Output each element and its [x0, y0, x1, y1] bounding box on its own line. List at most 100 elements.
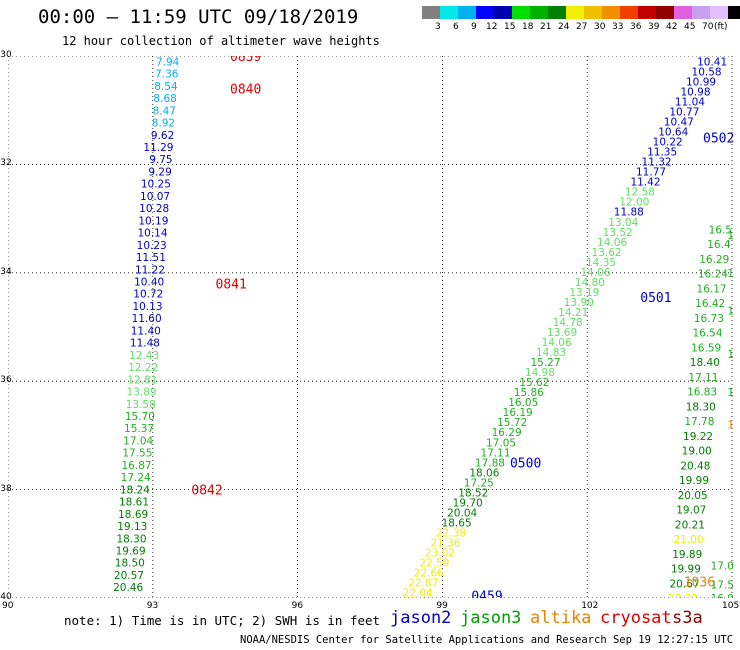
colorbar-label: 36	[630, 22, 642, 32]
track-value: 14.06	[542, 337, 572, 349]
track-value: 16.59	[691, 342, 721, 354]
track-value: 20.57	[114, 570, 144, 582]
track-value: 16.4	[707, 239, 731, 251]
colorbar-swatch	[494, 6, 512, 19]
colorbar-label: 9	[471, 22, 477, 32]
colorbar-label: 33	[612, 22, 624, 32]
lon-tick-label: 105	[722, 601, 740, 611]
edge-value: 1	[727, 268, 734, 280]
lat-tick-label: -36	[0, 375, 12, 386]
track-value: 20.46	[113, 582, 143, 594]
track-value: 15.72	[497, 417, 527, 429]
track-value: 22.32	[668, 593, 698, 598]
track-value: 17.88	[475, 457, 505, 469]
track-value: 17.24	[121, 472, 151, 484]
track-value: 19.70	[453, 497, 483, 509]
track-value: 11.48	[130, 338, 160, 350]
track-value: 10.07	[140, 191, 170, 203]
track-value: 10.25	[141, 179, 171, 191]
satellite-legend-s3a: s3a	[672, 608, 703, 628]
track-value: 18.30	[686, 401, 716, 413]
lon-tick-label: 93	[146, 601, 159, 611]
colorbar-swatch	[440, 6, 458, 19]
track-value: 15.86	[514, 387, 544, 399]
track-value: 14.98	[525, 367, 555, 379]
colorbar-label: 18	[522, 22, 534, 32]
colorbar-label: 12	[486, 22, 498, 32]
track-value: 16.54	[692, 328, 722, 340]
colorbar-label: 27	[576, 22, 588, 32]
colorbar-label: 24	[558, 22, 570, 32]
track-value: 14.06	[597, 237, 627, 249]
colorbar-swatch	[728, 6, 740, 19]
track-value: 10.23	[137, 240, 167, 252]
edge-value: 1	[727, 230, 734, 242]
track-value: 11.88	[614, 207, 644, 219]
track-value: 13.62	[592, 247, 622, 259]
satellite-legend-cryosat: cryosat	[600, 608, 672, 628]
track-value: 17.25	[464, 477, 494, 489]
track-value: 18.06	[469, 467, 499, 479]
track-value: 10.64	[658, 127, 688, 139]
track-value: 10.28	[139, 203, 169, 215]
colorbar-swatch	[692, 6, 710, 19]
track-value: 8.54	[154, 81, 178, 93]
track-value: 18.50	[115, 558, 145, 570]
track-value: 18.65	[442, 517, 472, 529]
track-value: 16.05	[508, 397, 538, 409]
edge-value: 1	[727, 420, 734, 432]
track-value: 7.94	[156, 56, 180, 68]
colorbar-label: 21	[540, 22, 552, 32]
track-value: 16.29	[699, 254, 729, 266]
track-value: 11.77	[636, 167, 666, 179]
time-label: 0840	[230, 83, 261, 98]
track-value: 12.22	[128, 362, 158, 374]
colorbar-label: 45	[684, 22, 696, 32]
track-value: 11.22	[135, 264, 165, 276]
track-value: 14.83	[536, 347, 566, 359]
colorbar-swatch	[530, 6, 548, 19]
track-value: 18.30	[116, 533, 146, 545]
colorbar-swatch	[476, 6, 494, 19]
lat-tick-label: -30	[0, 50, 12, 60]
track-value: 17.11	[480, 447, 510, 459]
track-value: 11.42	[630, 177, 660, 189]
track-value: 8.68	[153, 93, 176, 105]
track-value: 18.69	[118, 509, 148, 521]
track-value: 7.36	[155, 69, 179, 81]
track-value: 11.32	[642, 157, 672, 169]
track-value: 14.06	[580, 267, 610, 279]
track-value: 8.92	[152, 118, 175, 130]
colorbar-swatch	[620, 6, 638, 19]
track-value: 14.21	[558, 307, 588, 319]
colorbar-label: 70	[702, 22, 714, 32]
track-value: 19.00	[682, 446, 712, 458]
track-value: 20.05	[678, 490, 708, 502]
track-value: 16.83	[687, 387, 717, 399]
colorbar-swatch	[710, 6, 728, 19]
track-value: 16.29	[492, 427, 522, 439]
track-value: 13.04	[608, 217, 638, 229]
track-value: 13.58	[126, 399, 156, 411]
track-value: 23.02	[425, 547, 455, 559]
track-value: 10.41	[697, 56, 727, 68]
track-value: 22.38	[436, 527, 466, 539]
track-value: 15.37	[124, 423, 154, 435]
track-value: 10.47	[664, 117, 694, 129]
page-subtitle: 12 hour collection of altimeter wave hei…	[62, 34, 380, 48]
track-value: 19.22	[683, 431, 713, 443]
time-label: 0501	[640, 291, 671, 306]
colorbar-swatch	[656, 6, 674, 19]
track-value: 13.89	[127, 387, 157, 399]
track-value: 21.00	[674, 534, 704, 546]
track-value: 10.98	[680, 86, 710, 98]
track-value: 14.35	[586, 257, 616, 269]
colorbar-swatch	[674, 6, 692, 19]
time-label: 1036	[684, 576, 715, 591]
time-label: 0500	[510, 457, 541, 472]
track-value: 20.67	[670, 578, 700, 590]
track-value: 11.04	[675, 97, 705, 109]
track-value: 12.81	[127, 374, 157, 386]
track-value: 17.04	[123, 435, 153, 447]
